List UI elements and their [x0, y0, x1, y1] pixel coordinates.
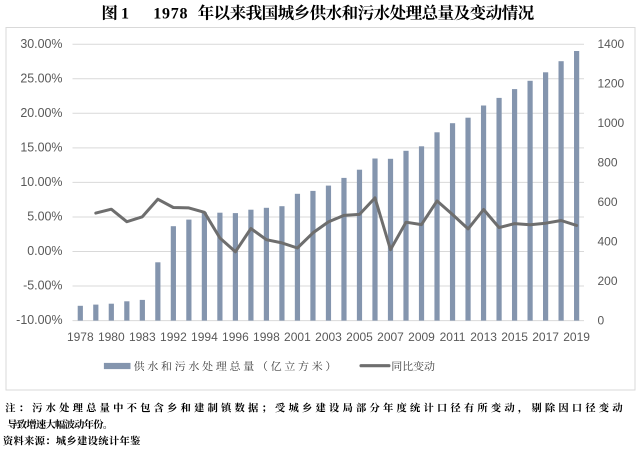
svg-text:1978: 1978 [67, 330, 94, 344]
svg-text:2017: 2017 [532, 330, 559, 344]
svg-text:200: 200 [598, 274, 618, 288]
svg-text:2015: 2015 [501, 330, 528, 344]
svg-text:1996: 1996 [222, 330, 249, 344]
svg-text:10.00%: 10.00% [20, 175, 62, 189]
svg-text:1: 1 [121, 6, 130, 23]
svg-text:1978: 1978 [153, 6, 188, 23]
svg-text:1992: 1992 [160, 330, 187, 344]
svg-text:20.00%: 20.00% [20, 106, 62, 120]
svg-text:2013: 2013 [470, 330, 497, 344]
svg-text:0: 0 [598, 314, 605, 328]
svg-text:1000: 1000 [598, 116, 625, 130]
svg-text:2003: 2003 [315, 330, 342, 344]
svg-text:-5.00%: -5.00% [23, 279, 62, 293]
svg-text:1983: 1983 [129, 330, 156, 344]
svg-text:800: 800 [598, 156, 618, 170]
svg-text:1400: 1400 [598, 37, 625, 51]
svg-text:600: 600 [598, 195, 618, 209]
svg-text:2007: 2007 [377, 330, 404, 344]
svg-text:1998: 1998 [253, 330, 280, 344]
svg-text:2001: 2001 [284, 330, 311, 344]
svg-text:15.00%: 15.00% [20, 140, 62, 154]
svg-text:1994: 1994 [191, 330, 218, 344]
svg-text:-10.00%: -10.00% [16, 313, 62, 327]
svg-text:30.00%: 30.00% [20, 37, 62, 51]
svg-text:5.00%: 5.00% [27, 210, 62, 224]
svg-text:2019: 2019 [563, 330, 590, 344]
svg-text:2005: 2005 [346, 330, 373, 344]
svg-text:2009: 2009 [408, 330, 435, 344]
svg-text:25.00%: 25.00% [20, 71, 62, 85]
svg-text:1980: 1980 [98, 330, 125, 344]
svg-text:2011: 2011 [440, 330, 466, 344]
svg-text:0.00%: 0.00% [27, 244, 62, 258]
svg-text:400: 400 [598, 235, 618, 249]
svg-text:1200: 1200 [598, 77, 625, 91]
